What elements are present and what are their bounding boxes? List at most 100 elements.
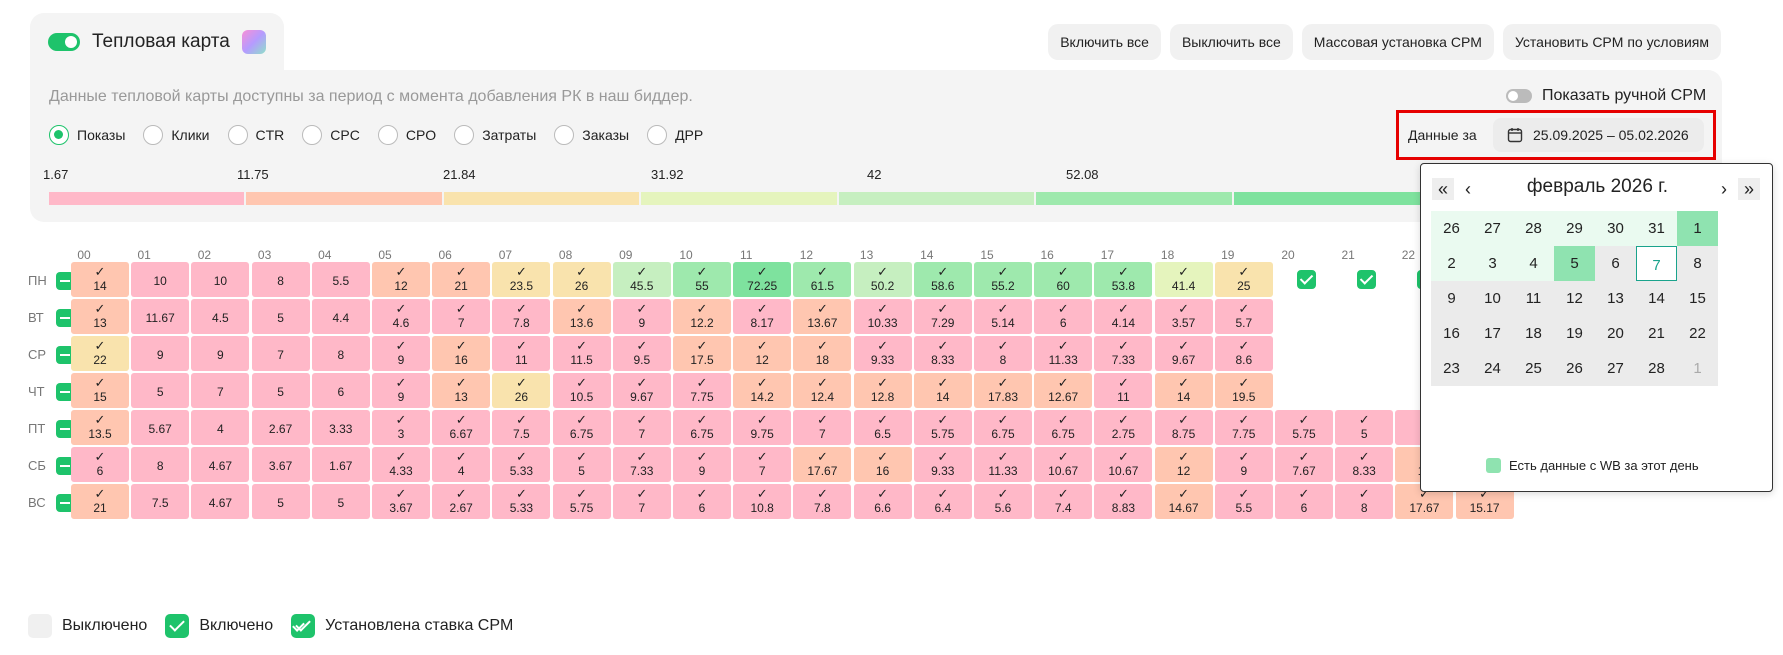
heatmap-cell[interactable]: 10 (191, 262, 250, 297)
day-toggle-minus[interactable] (56, 383, 74, 401)
heatmap-cell[interactable]: ✓ 7 (432, 299, 491, 334)
heatmap-cell[interactable]: ✓ 23.5 (492, 262, 551, 297)
heatmap-cell[interactable]: ✓ 7 (612, 410, 671, 445)
heatmap-cell[interactable]: ✓ 7 (793, 410, 852, 445)
prev-month-button[interactable]: ‹ (1465, 179, 1471, 199)
heatmap-cell[interactable]: ✓ 6.75 (552, 410, 611, 445)
heatmap-cell[interactable]: ✓14 (71, 262, 129, 297)
heatmap-cell[interactable]: 4.67 (191, 447, 250, 482)
heatmap-cell[interactable]: 5.67 (131, 410, 190, 445)
calendar-day[interactable]: 17 (1472, 316, 1513, 351)
calendar-day[interactable]: 15 (1677, 281, 1718, 316)
heatmap-cell[interactable]: 5 (251, 299, 310, 334)
bulk-cpm-button[interactable]: Массовая установка CPM (1301, 24, 1494, 60)
heatmap-cell[interactable]: ✓ 4.6 (372, 299, 430, 334)
hour-checkbox[interactable] (1297, 270, 1316, 289)
calendar-day[interactable]: 28 (1513, 211, 1554, 246)
metric-radio-6[interactable]: Заказы (554, 125, 629, 145)
heatmap-cell[interactable]: ✓ 6.75 (974, 410, 1032, 445)
heatmap-cell[interactable]: ✓ 8 (1335, 484, 1394, 519)
calendar-day[interactable]: 19 (1554, 316, 1595, 351)
heatmap-cell[interactable]: ✓ 55.2 (974, 262, 1032, 297)
calendar-day[interactable]: 25 (1513, 351, 1554, 386)
heatmap-cell[interactable]: ✓ 8.33 (913, 336, 972, 371)
heatmap-cell[interactable]: 3.33 (311, 410, 370, 445)
heatmap-cell[interactable]: 5 (131, 373, 190, 408)
day-toggle-minus[interactable] (56, 494, 74, 512)
heatmap-cell[interactable]: ✓ 16 (853, 447, 912, 482)
calendar-day[interactable]: 26 (1554, 351, 1595, 386)
heatmap-toggle[interactable] (48, 32, 80, 51)
heatmap-cell[interactable]: 5.5 (311, 262, 370, 297)
calendar-day[interactable]: 16 (1431, 316, 1472, 351)
heatmap-cell[interactable]: ✓ 5.5 (1214, 484, 1273, 519)
heatmap-cell[interactable]: ✓ 21 (71, 484, 129, 519)
heatmap-cell[interactable]: ✓ 61.5 (793, 262, 852, 297)
heatmap-cell[interactable]: ✓ 8 (974, 336, 1032, 371)
manual-cpm-switch[interactable] (1506, 89, 1532, 103)
heatmap-cell[interactable]: ✓ 4.33 (372, 447, 430, 482)
heatmap-cell[interactable]: 3.67 (251, 447, 310, 482)
heatmap-cell[interactable]: 5 (311, 484, 370, 519)
heatmap-cell[interactable]: ✓ 5.33 (492, 447, 551, 482)
calendar-day[interactable]: 24 (1472, 351, 1513, 386)
heatmap-cell[interactable]: ✓ 7 (612, 484, 671, 519)
heatmap-cell[interactable]: ✓ 17.5 (673, 336, 731, 371)
heatmap-cell[interactable]: ✓ 6.6 (853, 484, 912, 519)
calendar-day[interactable]: 30 (1595, 211, 1636, 246)
heatmap-cell[interactable]: ✓ 26 (492, 373, 551, 408)
next-year-button[interactable]: » (1738, 178, 1760, 200)
metric-radio-2[interactable]: CTR (227, 125, 284, 145)
heatmap-cell[interactable]: ✓ 50.2 (853, 262, 912, 297)
heatmap-cell[interactable]: ✓ 7.75 (673, 373, 731, 408)
radio-circle[interactable] (647, 125, 668, 145)
heatmap-cell[interactable]: ✓ 17.67 (793, 447, 852, 482)
calendar-day[interactable]: 26 (1431, 211, 1472, 246)
calendar-day[interactable]: 5 (1554, 246, 1595, 281)
heatmap-cell[interactable]: ✓ 17.83 (974, 373, 1032, 408)
calendar-day[interactable]: 1 (1677, 211, 1718, 246)
heatmap-cell[interactable]: 4.5 (191, 299, 250, 334)
heatmap-cell[interactable]: ✓ 15 (71, 373, 129, 408)
heatmap-cell[interactable]: ✓ 10.33 (853, 299, 912, 334)
calendar-day[interactable]: 20 (1595, 316, 1636, 351)
day-toggle-minus[interactable] (56, 346, 74, 364)
heatmap-cell[interactable]: ✓ 13.6 (552, 299, 611, 334)
heatmap-cell[interactable]: 4.67 (191, 484, 250, 519)
metric-radio-0[interactable]: Показы (49, 125, 125, 145)
heatmap-cell[interactable]: ✓ 11 (492, 336, 551, 371)
radio-circle[interactable] (454, 125, 475, 145)
heatmap-cell[interactable]: 7 (191, 373, 250, 408)
heatmap-cell[interactable]: ✓ 9 (372, 336, 430, 371)
heatmap-cell[interactable]: ✓ 12.2 (673, 299, 731, 334)
heatmap-cell[interactable]: ✓ 9.67 (1154, 336, 1213, 371)
heatmap-cell[interactable]: 2.67 (251, 410, 310, 445)
calendar-day[interactable]: 3 (1472, 246, 1513, 281)
heatmap-cell[interactable]: ✓ 53.8 (1094, 262, 1153, 297)
heatmap-cell[interactable]: ✓ 2.67 (432, 484, 491, 519)
heatmap-cell[interactable]: 7 (251, 336, 310, 371)
heatmap-cell[interactable]: ✓ 13 (432, 373, 491, 408)
heatmap-cell[interactable]: ✓ 7.5 (492, 410, 551, 445)
radio-circle[interactable] (377, 125, 398, 145)
heatmap-cell[interactable]: ✓ 72.25 (733, 262, 792, 297)
heatmap-cell[interactable]: 9 (191, 336, 250, 371)
heatmap-cell[interactable]: ✓ 11.33 (974, 447, 1032, 482)
heatmap-cell[interactable]: ✓ 12.67 (1034, 373, 1093, 408)
heatmap-cell[interactable]: ✓ 7.75 (1214, 410, 1273, 445)
calendar-day[interactable]: 2 (1431, 246, 1472, 281)
calendar-day[interactable]: 1 (1677, 351, 1718, 386)
heatmap-cell[interactable]: ✓ 10.67 (1094, 447, 1153, 482)
heatmap-cell[interactable]: ✓ 55 (673, 262, 731, 297)
heatmap-cell[interactable]: ✓ 10.5 (552, 373, 611, 408)
enable-all-button[interactable]: Включить все (1048, 24, 1161, 60)
heatmap-cell[interactable]: ✓ 7.29 (913, 299, 972, 334)
heatmap-cell[interactable]: ✓ 16 (432, 336, 491, 371)
heatmap-cell[interactable]: 5 (251, 484, 310, 519)
day-toggle-minus[interactable] (56, 457, 74, 475)
heatmap-cell[interactable]: ✓ 2.75 (1094, 410, 1153, 445)
calendar-day[interactable]: 29 (1554, 211, 1595, 246)
heatmap-cell[interactable]: 10 (131, 262, 190, 297)
calendar-day[interactable]: 27 (1595, 351, 1636, 386)
radio-circle[interactable] (554, 125, 575, 145)
